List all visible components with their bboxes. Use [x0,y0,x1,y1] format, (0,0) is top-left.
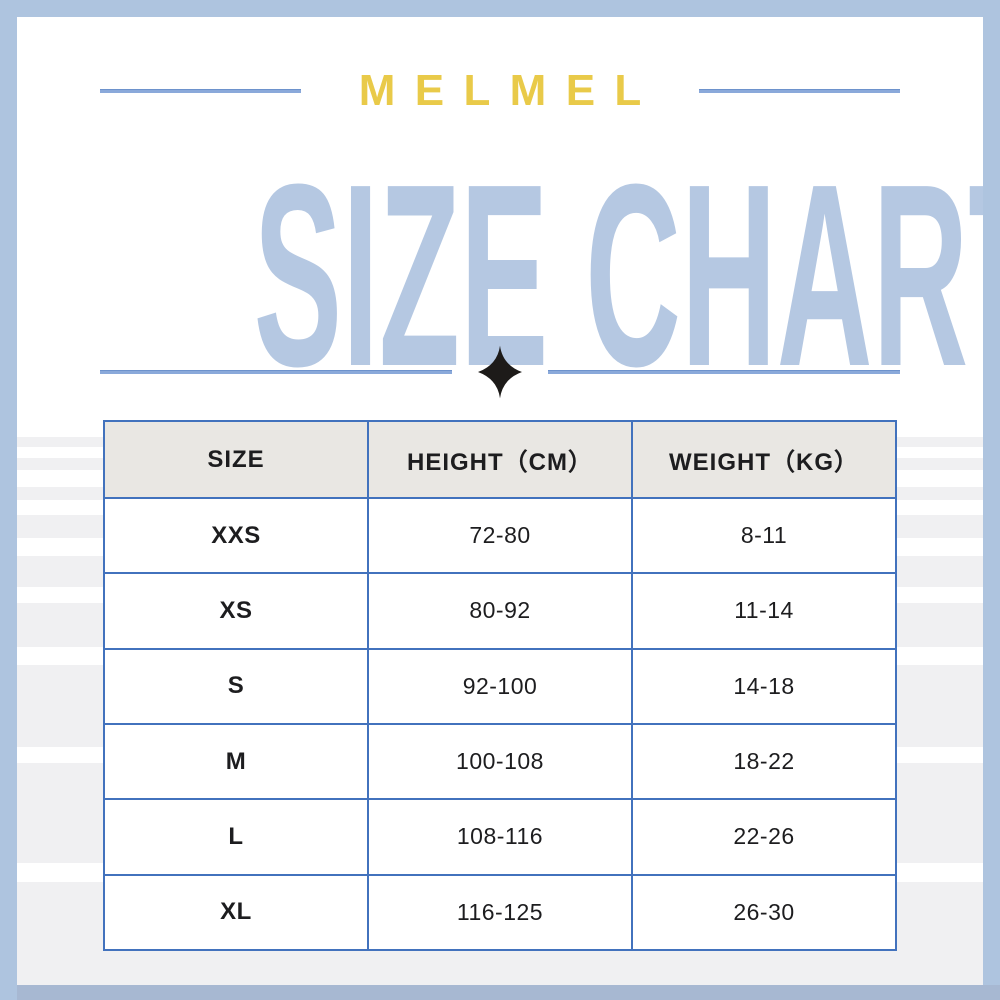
size-chart-table: SIZE HEIGHT（CM） WEIGHT（KG） XXS 72-80 8-1… [103,420,897,952]
height-cell: 108-116 [367,798,633,876]
ornament-divider [100,345,900,399]
table-row: XL 116-125 26-30 [103,873,897,952]
size-cell: S [103,647,369,725]
weight-cell: 18-22 [631,722,897,801]
divider-rule-left [100,370,452,374]
height-cell: 80-92 [367,572,633,650]
height-cell: 100-108 [367,722,633,801]
height-cell: 72-80 [367,496,633,575]
header-height: HEIGHT（CM） [367,420,633,499]
brand-rule-right [698,89,900,93]
header-weight: WEIGHT（KG） [631,420,897,499]
weight-cell: 14-18 [631,647,897,725]
sparkle-icon [478,345,522,399]
size-cell: XS [103,572,369,650]
frame-bottom-strip [17,985,1000,1000]
weight-cell: 22-26 [631,798,897,876]
size-cell: XXS [103,496,369,575]
brand-header: MELMEL [100,66,900,115]
table-header: SIZE HEIGHT（CM） WEIGHT（KG） [103,420,897,499]
header-row: SIZE HEIGHT（CM） WEIGHT（KG） [103,420,897,499]
table-row: XS 80-92 11-14 [103,572,897,650]
weight-cell: 26-30 [631,873,897,952]
brand-rule-left [100,89,302,93]
table-row: L 108-116 22-26 [103,798,897,876]
table-row: XXS 72-80 8-11 [103,496,897,575]
height-cell: 92-100 [367,647,633,725]
header-size: SIZE [103,420,369,499]
height-cell: 116-125 [367,873,633,952]
table-row: M 100-108 18-22 [103,722,897,801]
weight-cell: 8-11 [631,496,897,575]
size-cell: L [103,798,369,876]
size-cell: XL [103,873,369,952]
divider-rule-right [548,370,900,374]
size-cell: M [103,722,369,801]
brand-name: MELMEL [358,66,661,115]
table-body: XXS 72-80 8-11 XS 80-92 11-14 S 92-100 1… [103,496,897,952]
weight-cell: 11-14 [631,572,897,650]
poster-inner: MELMEL SIZE CHART SIZE HEIGHT（CM） WEIGHT… [17,17,983,985]
table-row: S 92-100 14-18 [103,647,897,725]
